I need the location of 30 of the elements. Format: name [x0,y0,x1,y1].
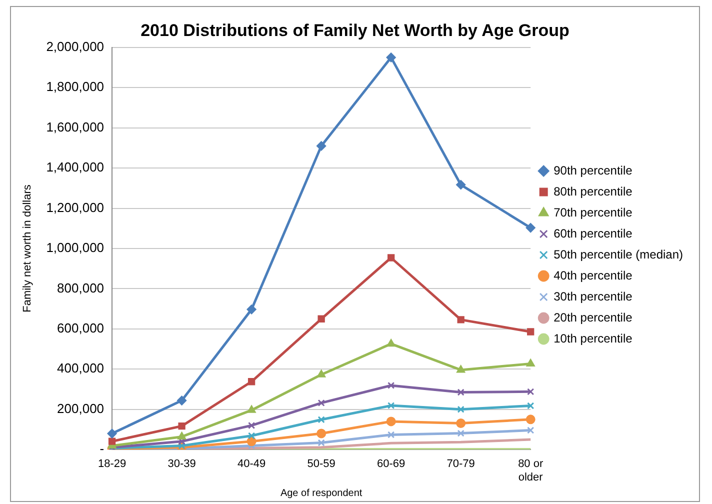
legend-label: 60th percentile [554,226,633,240]
legend-label: 80th percentile [554,184,633,198]
x-tick-label: 60-69 [377,458,406,470]
y-tick-label: 1,200,000 [46,200,104,215]
y-axis-title: Family net worth in dollars [22,184,34,312]
y-tick-label: 400,000 [57,360,104,376]
chart-title: 2010 Distributions of Family Net Worth by Age Group [140,20,570,40]
x-axis-title: Age of respondent [280,488,362,499]
legend-label: 70th percentile [554,205,633,220]
y-tick-label: 1,000,000 [46,240,104,256]
y-tick-label: 1,600,000 [46,119,104,134]
legend-label: 20th percentile [554,310,633,324]
legend-label: 30th percentile [554,289,633,304]
legend-label: 40th percentile [554,268,633,282]
x-tick-label: 70-79 [446,458,475,470]
x-tick-label: 50-59 [307,458,336,470]
y-tick-label: 2,000,000 [46,38,104,54]
y-tick-label: 800,000 [57,280,104,296]
y-tick-label: 600,000 [57,320,104,336]
x-tick-label: 80 or older [518,458,544,484]
x-tick-label: 40-49 [237,458,266,470]
y-tick-label: 1,400,000 [46,160,104,175]
y-tick-label: 200,000 [57,400,104,416]
y-tick-label: 1,800,000 [46,79,104,94]
legend-label: 90th percentile [554,163,633,178]
x-tick-label: 30-39 [168,458,196,470]
y-tick-label: - [100,441,104,456]
legend-label: 50th percentile (median) [554,247,684,262]
x-tick-label: 18-29 [98,458,126,470]
legend-label: 10th percentile [554,331,633,346]
